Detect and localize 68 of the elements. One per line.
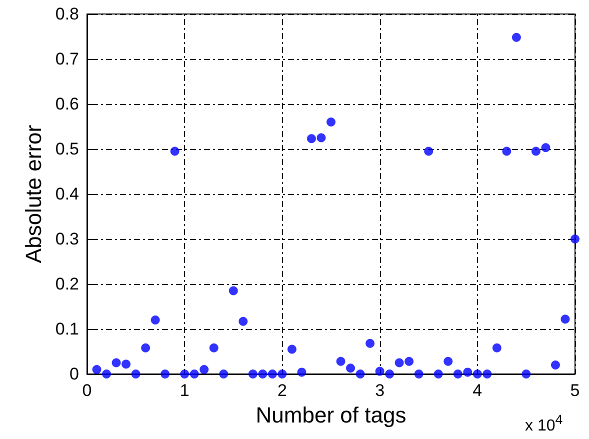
text: x 10$^{4}$ <box>525 412 563 436</box>
point <box>531 146 540 156</box>
y-tick-label: 0.6 <box>55 94 79 114</box>
point <box>238 316 248 326</box>
point <box>356 370 365 378</box>
x-axis-title: Number of tags <box>256 402 406 428</box>
y-tick-label: 0.5 <box>55 140 79 158</box>
y-tick-label: 0.8 <box>55 4 79 24</box>
point <box>180 370 190 378</box>
point <box>463 368 472 377</box>
point <box>472 370 482 378</box>
x-tick-label: 2 <box>277 381 287 400</box>
point <box>306 134 316 144</box>
point <box>570 234 580 244</box>
point <box>336 356 346 366</box>
point <box>268 370 277 378</box>
y-tick-label: 0.4 <box>55 184 79 204</box>
point <box>92 365 102 374</box>
point <box>366 338 375 348</box>
x-tick-label: 5 <box>570 381 580 400</box>
point <box>287 344 296 354</box>
point <box>190 370 199 378</box>
point <box>482 370 492 378</box>
point <box>560 314 570 324</box>
y-tick-label: 0.2 <box>55 274 79 294</box>
point <box>453 370 462 378</box>
point <box>112 358 121 368</box>
y-tick-label: 0.3 <box>55 230 79 248</box>
x-tick-label: 1 <box>180 381 190 400</box>
point <box>316 133 326 142</box>
point <box>502 146 512 156</box>
point <box>424 146 434 156</box>
point <box>326 118 336 126</box>
y-axis-title: Absolute error <box>20 124 46 264</box>
point <box>541 143 550 152</box>
point <box>512 32 521 42</box>
x-tick-label: 4 <box>472 381 482 400</box>
point <box>444 356 453 366</box>
point <box>414 370 424 378</box>
point <box>404 356 414 366</box>
point <box>122 360 131 369</box>
point <box>375 366 384 376</box>
point <box>385 370 394 378</box>
point <box>394 358 404 368</box>
point <box>170 146 180 156</box>
point <box>141 343 150 352</box>
point <box>434 370 443 378</box>
point <box>131 370 140 378</box>
y-tick-label: 0.7 <box>55 50 79 68</box>
point <box>160 370 170 378</box>
x-tick-label: 0 <box>82 381 92 400</box>
point <box>209 343 218 352</box>
point <box>550 360 560 370</box>
point <box>278 370 287 378</box>
point <box>522 370 531 378</box>
y-tick-label: 0 <box>70 364 79 384</box>
point <box>150 316 160 324</box>
point <box>258 370 268 378</box>
point <box>228 286 238 296</box>
point <box>346 364 356 373</box>
point <box>248 370 258 378</box>
point <box>219 370 228 378</box>
y-tick-label: 0.1 <box>55 320 79 338</box>
point <box>297 368 306 377</box>
point <box>200 365 209 374</box>
point <box>492 343 502 352</box>
x-tick-label: 3 <box>375 381 385 400</box>
point <box>102 370 112 378</box>
